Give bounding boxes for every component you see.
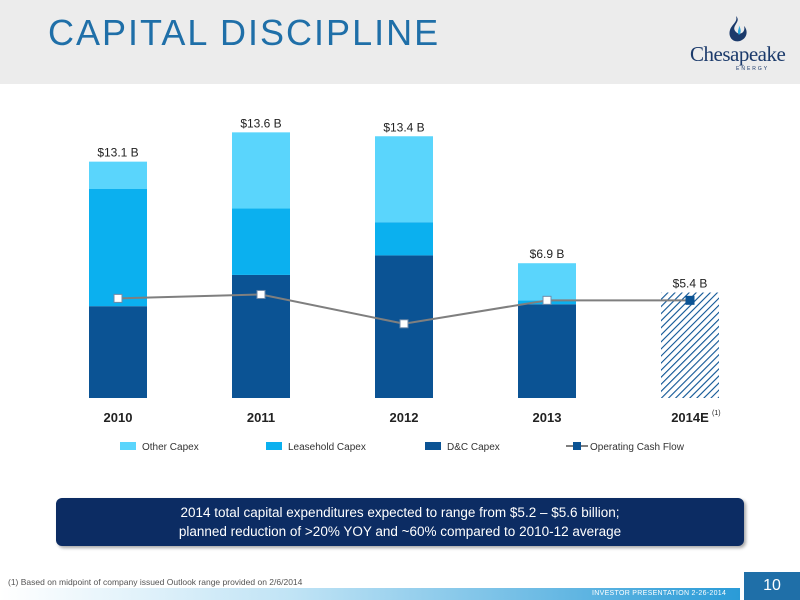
logo-subtext: ENERGY: [736, 66, 770, 72]
callout-line-2: planned reduction of >20% YOY and ~60% c…: [178, 524, 622, 539]
total-label-2012: $13.4 B: [383, 120, 424, 134]
flame-icon: [729, 16, 747, 42]
bar-2014e-estimate: [661, 292, 719, 398]
bar-leasehold-capex-2010: [89, 188, 147, 307]
x-tick-footnote-marker: (1): [712, 410, 721, 417]
bar-d-c-capex-2010: [89, 306, 147, 398]
bar-d-c-capex-2013: [518, 304, 576, 398]
x-tick-2010: 2010: [104, 410, 133, 425]
x-tick-2012: 2012: [390, 410, 419, 425]
logo-wordmark: Chesapeake: [690, 42, 786, 66]
bar-other-capex-2011: [232, 132, 290, 209]
total-label-2014e: $5.4 B: [673, 277, 708, 291]
total-label-2013: $6.9 B: [530, 247, 565, 261]
ocf-point-2010: [113, 293, 123, 303]
legend-swatch-other-capex: [120, 442, 136, 450]
legend-marker-operating-cash-flow: [573, 442, 581, 450]
page-title: CAPITAL DISCIPLINE: [48, 12, 441, 53]
ocf-point-2013: [542, 295, 552, 305]
bar-other-capex-2013: [518, 263, 576, 301]
total-label-2010: $13.1 B: [97, 146, 138, 160]
bar-leasehold-capex-2011: [232, 208, 290, 275]
bar-other-capex-2010: [89, 161, 147, 189]
legend-swatch-leasehold-capex: [266, 442, 282, 450]
page-number: 10: [763, 577, 781, 594]
ocf-point-2011: [256, 289, 266, 299]
capex-chart: $13.1 B 2010 $13.6 B 2011 $13.4 B 2012 $6.9 B 2…: [89, 116, 721, 453]
x-tick-2013: 2013: [533, 410, 562, 425]
ocf-point-2014e: [685, 295, 695, 305]
total-label-2011: $13.6 B: [240, 116, 281, 130]
ocf-point-2012: [399, 319, 409, 329]
callout-box: 2014 total capital expenditures expected…: [56, 498, 744, 546]
legend-label-other-capex: Other Capex: [142, 442, 199, 453]
header-band: [0, 0, 800, 84]
legend-swatch-d-c-capex: [425, 442, 441, 450]
x-tick-2011: 2011: [247, 410, 275, 425]
x-tick-2014e: 2014E: [671, 410, 709, 425]
legend-label-d-c-capex: D&C Capex: [447, 442, 500, 453]
footer-label: INVESTOR PRESENTATION 2-26-2014: [592, 590, 727, 597]
footnote: (1) Based on midpoint of company issued …: [8, 577, 303, 587]
bar-other-capex-2012: [375, 136, 433, 223]
footer-band: [0, 588, 740, 600]
legend-label-leasehold-capex: Leasehold Capex: [288, 442, 366, 453]
callout-line-1: 2014 total capital expenditures expected…: [180, 505, 620, 520]
company-logo: Chesapeake ENERGY: [690, 14, 790, 74]
legend-label-operating-cash-flow: Operating Cash Flow: [590, 442, 685, 453]
bar-leasehold-capex-2012: [375, 222, 433, 256]
page-number-box: 10: [744, 572, 800, 600]
